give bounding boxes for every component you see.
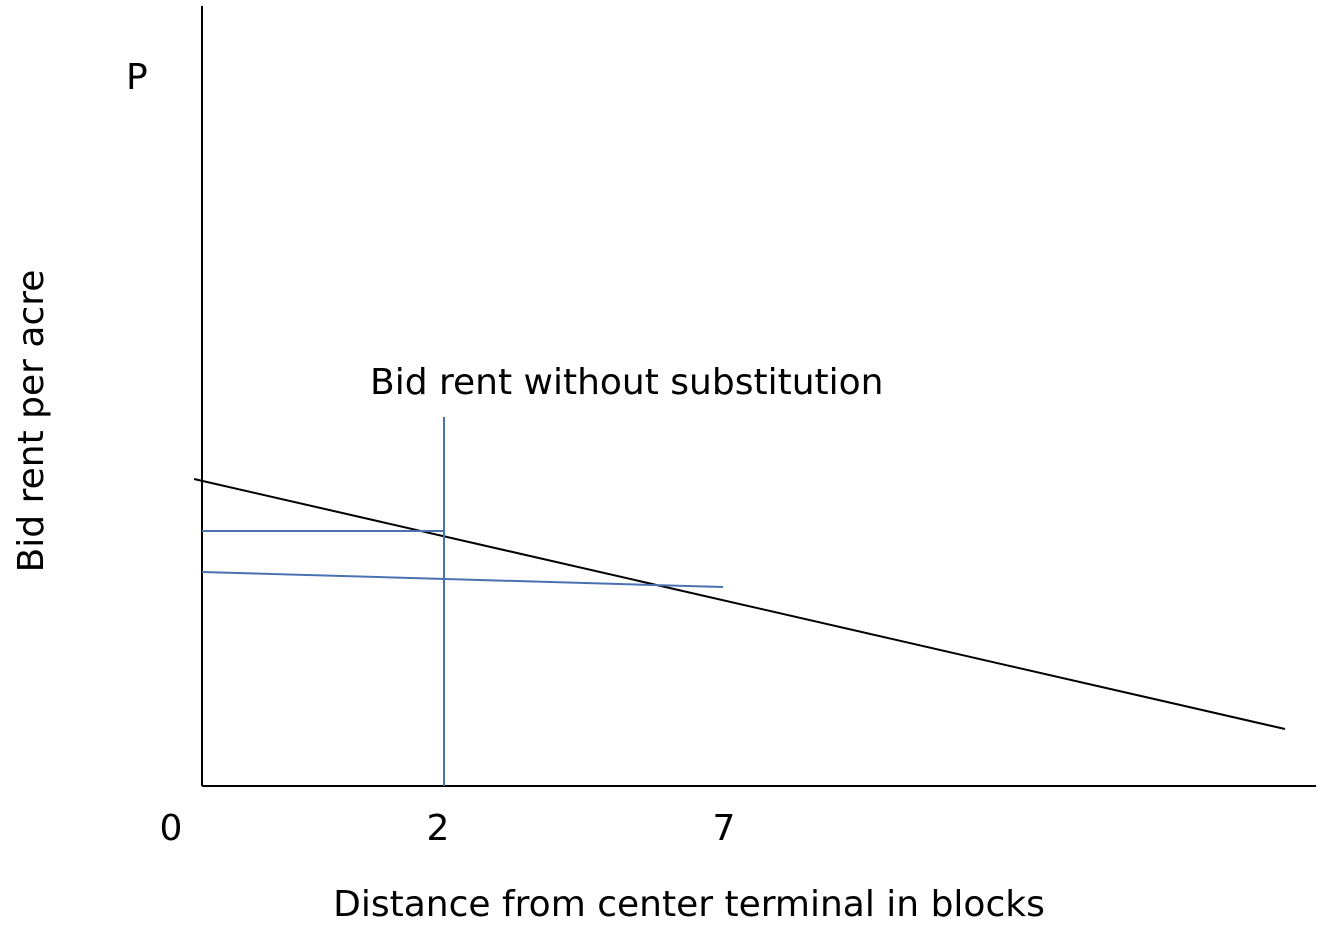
x-axis-label: Distance from center terminal in blocks (333, 884, 1045, 925)
x-tick-label-0: 0 (160, 808, 183, 849)
curve-label: Bid rent without substitution (370, 362, 884, 403)
y-axis-symbol: P (126, 57, 148, 98)
substitution-line (201, 571, 724, 588)
bid-rent-line (193, 478, 1286, 730)
x-tick-label-7: 7 (713, 808, 736, 849)
x-tick-label-2: 2 (427, 808, 450, 849)
y-axis-label: Bid rent per acre (11, 270, 52, 573)
